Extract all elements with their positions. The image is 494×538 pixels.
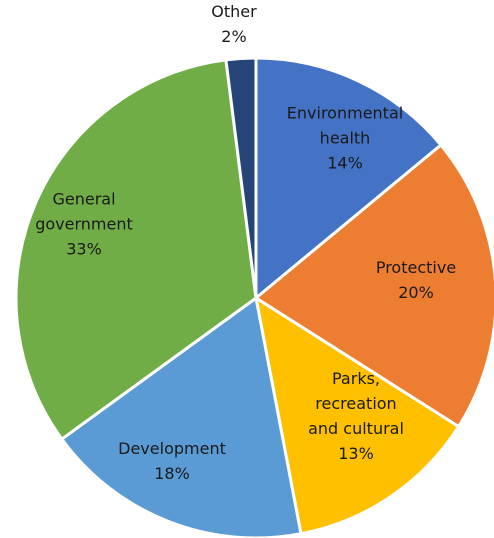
pie-value-label: 14% bbox=[327, 154, 363, 173]
pie-label-general-government: General government 33% bbox=[35, 190, 133, 259]
pie-category-label: Other bbox=[211, 2, 257, 21]
pie-label-parks-recreation-and-cultural: Parks, recreation and cultural 13% bbox=[308, 369, 404, 463]
pie-value-label: 2% bbox=[221, 27, 246, 46]
pie-category-label: Environmental bbox=[287, 104, 403, 123]
pie-value-label: 13% bbox=[338, 444, 374, 463]
pie-label-protective: Protective 20% bbox=[376, 258, 456, 302]
pie-slices bbox=[14, 56, 494, 538]
pie-labels: Environmental health 14% Protective 20% Parks… bbox=[35, 2, 456, 483]
pie-label-development: Development 18% bbox=[118, 439, 226, 483]
pie-category-label: Protective bbox=[376, 258, 456, 277]
pie-category-label: Parks, bbox=[332, 369, 380, 388]
pie-value-label: 20% bbox=[398, 283, 434, 302]
pie-label-environmental-health: Environmental health 14% bbox=[287, 104, 403, 173]
pie-category-label: General bbox=[52, 190, 115, 209]
pie-category-label: and cultural bbox=[308, 419, 404, 438]
pie-value-label: 18% bbox=[154, 464, 190, 483]
pie-slice-development bbox=[60, 296, 303, 538]
pie-category-label: Development bbox=[118, 439, 226, 458]
pie-slice-general-government bbox=[14, 58, 258, 441]
pie-slice-environmental-health bbox=[254, 56, 443, 300]
pie-slice-protective bbox=[254, 143, 494, 429]
pie-category-label: government bbox=[35, 215, 133, 234]
pie-value-label: 33% bbox=[66, 240, 102, 259]
pie-slice-parks-recreation-and-cultural bbox=[254, 296, 461, 536]
pie-category-label: health bbox=[320, 129, 371, 148]
pie-category-label: recreation bbox=[315, 394, 396, 413]
pie-label-other: Other 2% bbox=[211, 2, 257, 46]
pie-slice-other bbox=[224, 56, 258, 300]
